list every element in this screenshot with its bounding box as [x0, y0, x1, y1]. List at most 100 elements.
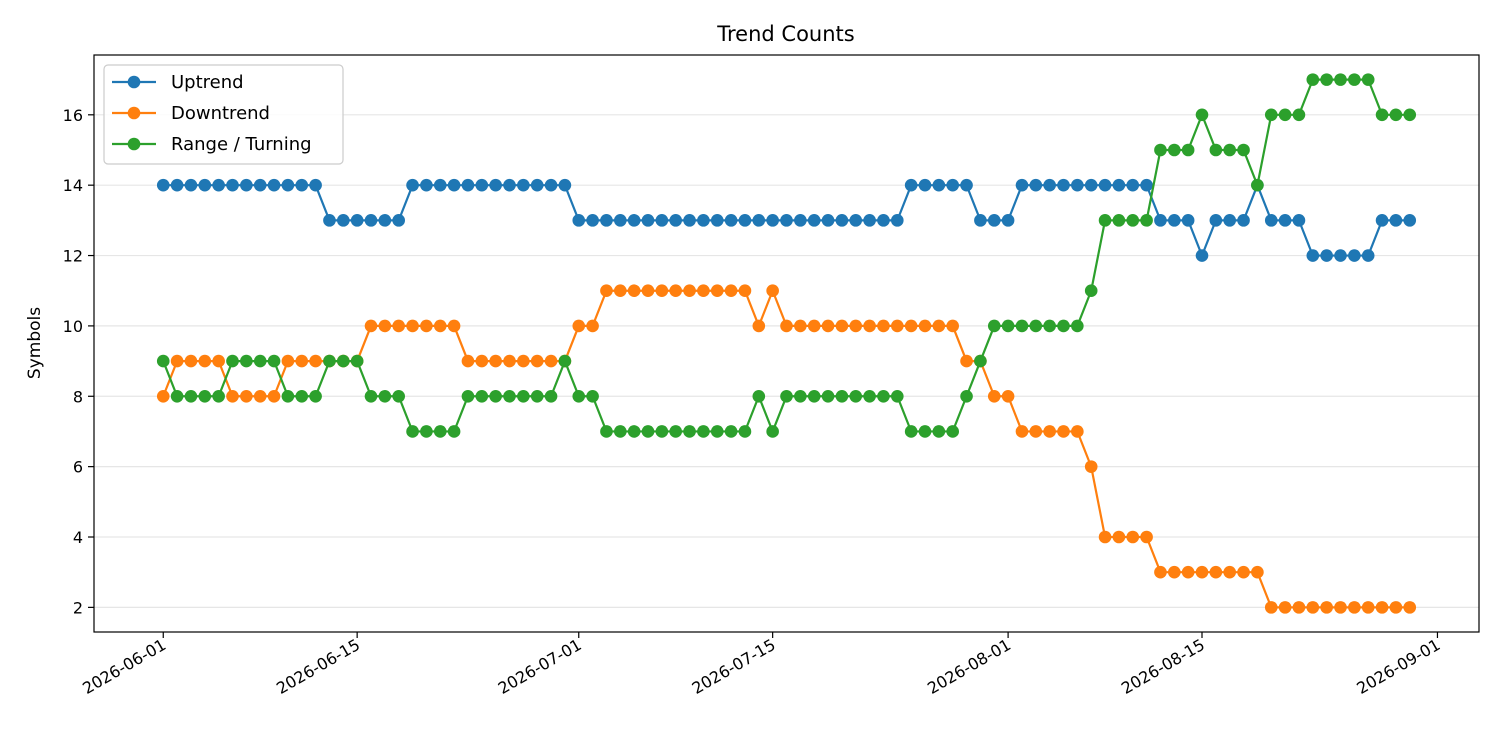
point-2-8 [267, 354, 281, 368]
point-1-79 [1251, 565, 1264, 579]
point-1-15 [364, 319, 378, 333]
point-1-68 [1098, 530, 1112, 544]
point-2-10 [295, 389, 309, 403]
point-0-69 [1112, 178, 1126, 192]
point-2-7 [253, 354, 267, 368]
point-2-83 [1306, 73, 1320, 86]
point-1-2 [184, 354, 198, 368]
y-tick-label-7: 16 [63, 106, 83, 125]
point-0-63 [1029, 178, 1043, 192]
point-0-10 [295, 178, 309, 192]
point-0-5 [226, 178, 239, 192]
x-tick-label-6: 2026-09-01 [1353, 635, 1443, 698]
point-2-57 [946, 425, 959, 438]
x-tick-label-3: 2026-07-15 [689, 635, 779, 698]
point-2-37 [669, 425, 682, 438]
point-1-53 [891, 319, 904, 333]
point-1-58 [960, 354, 973, 368]
legend-marker-2 [127, 137, 141, 151]
point-2-5 [226, 354, 239, 368]
point-2-82 [1292, 108, 1306, 122]
point-0-86 [1348, 249, 1361, 262]
point-2-53 [891, 389, 904, 403]
point-0-37 [669, 214, 682, 227]
point-1-85 [1334, 601, 1347, 614]
point-0-32 [600, 214, 613, 227]
point-2-60 [987, 319, 1001, 333]
point-1-4 [212, 354, 225, 368]
x-tick-label-0: 2026-06-01 [79, 635, 169, 698]
point-0-61 [1001, 214, 1015, 227]
point-0-34 [627, 214, 641, 227]
point-1-71 [1140, 530, 1153, 544]
point-0-2 [184, 178, 198, 192]
point-2-38 [683, 425, 696, 438]
point-0-15 [364, 214, 378, 227]
point-0-52 [877, 214, 890, 227]
y-tick-label-1: 4 [73, 528, 83, 547]
point-0-14 [350, 214, 364, 227]
point-2-41 [724, 425, 738, 438]
point-2-0 [156, 354, 170, 368]
point-1-88 [1375, 601, 1389, 614]
point-2-32 [600, 425, 613, 438]
chart-title: Trend Counts [716, 22, 854, 46]
point-2-62 [1015, 319, 1029, 333]
point-2-12 [323, 354, 336, 368]
point-2-90 [1403, 108, 1417, 122]
point-1-49 [835, 319, 849, 333]
point-2-4 [212, 389, 225, 403]
point-0-81 [1278, 214, 1292, 227]
point-0-19 [420, 178, 433, 192]
point-1-36 [655, 284, 669, 298]
point-1-23 [475, 354, 489, 368]
point-1-61 [1001, 389, 1015, 403]
point-2-31 [586, 389, 599, 403]
point-0-40 [710, 214, 724, 227]
plot-frame [93, 54, 1480, 633]
point-0-53 [891, 214, 904, 227]
point-0-88 [1375, 214, 1389, 227]
point-1-39 [697, 284, 710, 298]
point-2-80 [1264, 108, 1278, 122]
point-0-83 [1306, 249, 1320, 262]
point-1-11 [309, 354, 322, 368]
point-0-20 [433, 178, 447, 192]
y-tick-label-3: 8 [73, 387, 83, 406]
point-1-81 [1278, 601, 1292, 614]
point-1-9 [281, 354, 295, 368]
y-tick-label-4: 10 [63, 317, 83, 336]
point-0-29 [558, 178, 572, 192]
point-1-62 [1015, 425, 1029, 438]
legend-box [103, 64, 344, 165]
point-1-54 [904, 319, 918, 333]
point-1-40 [710, 284, 724, 298]
point-2-22 [461, 389, 475, 403]
point-2-20 [433, 425, 447, 438]
point-0-30 [572, 214, 586, 227]
point-0-66 [1071, 178, 1084, 192]
point-2-79 [1251, 178, 1264, 192]
point-2-19 [420, 425, 433, 438]
point-1-6 [240, 389, 253, 403]
point-2-21 [447, 425, 461, 438]
point-1-50 [849, 319, 863, 333]
point-2-59 [974, 354, 987, 368]
point-0-33 [614, 214, 627, 227]
point-0-62 [1015, 178, 1029, 192]
point-1-80 [1264, 601, 1278, 614]
point-2-74 [1181, 143, 1195, 157]
series-2 [156, 73, 1417, 438]
point-2-9 [281, 389, 295, 403]
point-2-15 [364, 389, 378, 403]
point-1-86 [1348, 601, 1361, 614]
point-0-75 [1195, 249, 1209, 262]
point-0-11 [309, 178, 322, 192]
point-0-85 [1334, 249, 1347, 262]
point-2-70 [1126, 214, 1140, 227]
point-0-46 [794, 214, 807, 227]
point-2-81 [1278, 108, 1292, 122]
point-0-48 [821, 214, 835, 227]
point-1-83 [1306, 601, 1320, 614]
legend-label-0: Uptrend [171, 72, 244, 93]
